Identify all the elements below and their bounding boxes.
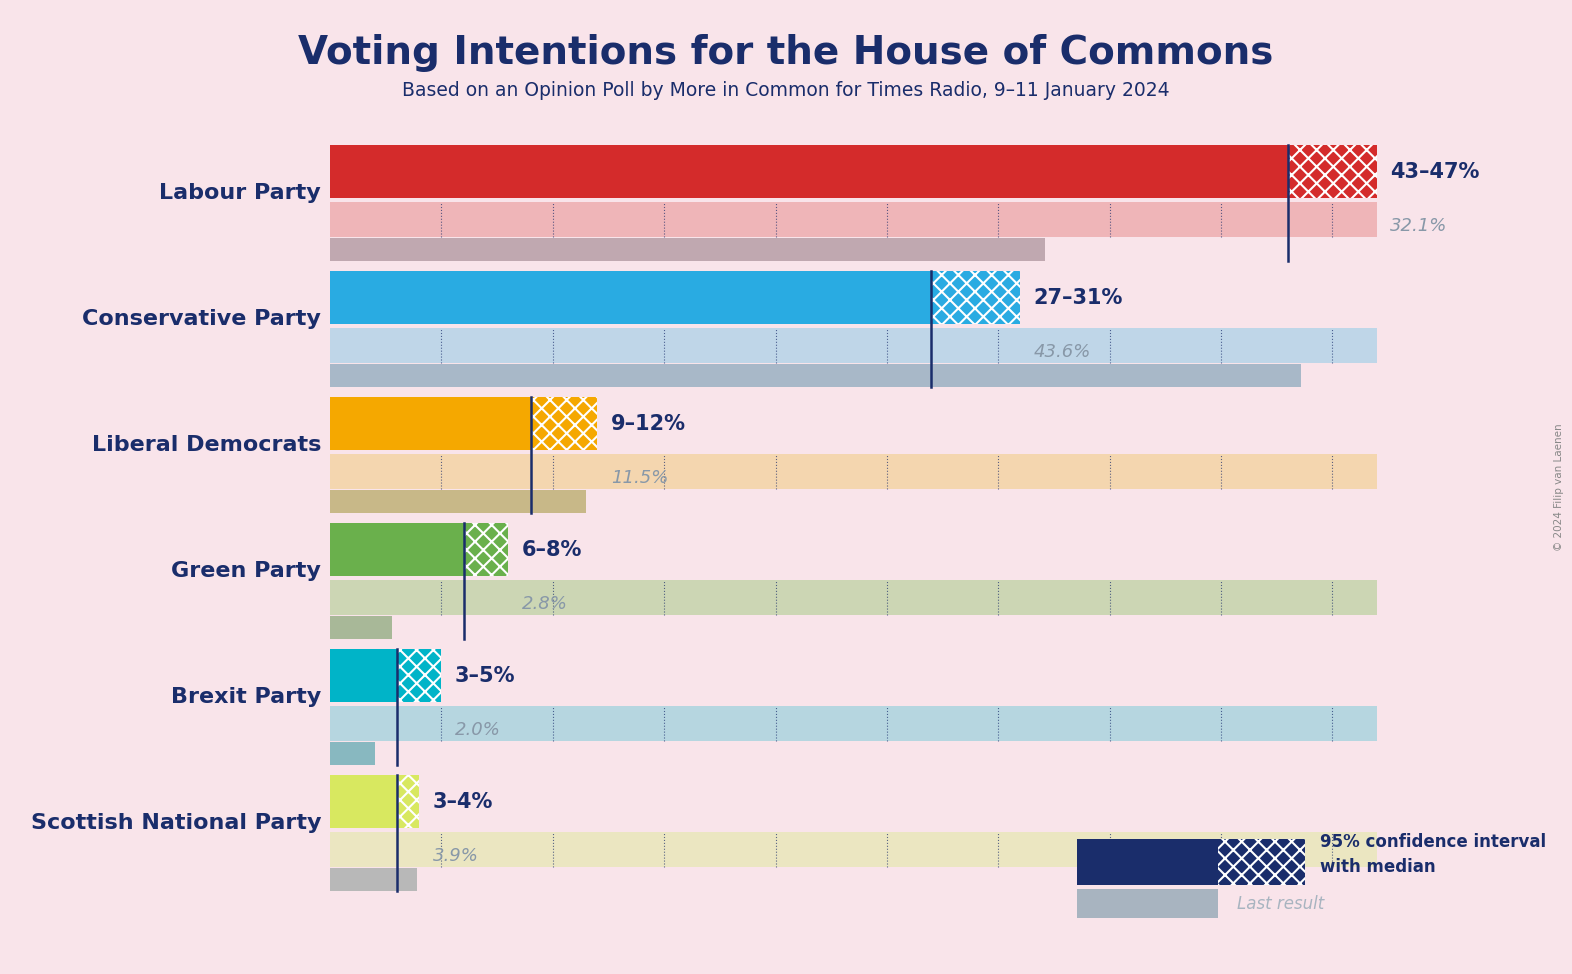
Bar [330, 649, 396, 702]
Text: 95% confidence interval
with median: 95% confidence interval with median [1320, 833, 1547, 876]
Text: Liberal Democrats: Liberal Democrats [91, 435, 321, 455]
Bar [330, 742, 374, 765]
Bar [330, 775, 396, 828]
Text: 3.9%: 3.9% [432, 846, 478, 865]
Bar [330, 145, 1287, 198]
Bar [330, 328, 1377, 363]
Bar [330, 397, 531, 450]
Bar [330, 617, 393, 639]
Bar [330, 202, 1377, 238]
Text: © 2024 Filip van Laenen: © 2024 Filip van Laenen [1555, 423, 1564, 551]
Bar [396, 775, 420, 828]
Text: Conservative Party: Conservative Party [82, 309, 321, 329]
Bar [330, 271, 931, 324]
Bar [330, 490, 586, 513]
Text: Scottish National Party: Scottish National Party [31, 813, 321, 833]
Bar [330, 706, 1377, 741]
Text: Brexit Party: Brexit Party [171, 687, 321, 707]
Bar [330, 454, 1377, 489]
Bar [464, 523, 508, 576]
Bar [330, 868, 417, 891]
Text: 3–4%: 3–4% [432, 792, 494, 811]
Text: Voting Intentions for the House of Commons: Voting Intentions for the House of Commo… [299, 34, 1273, 72]
Text: 27–31%: 27–31% [1034, 287, 1124, 308]
Bar [931, 271, 1020, 324]
Text: 43–47%: 43–47% [1390, 162, 1479, 182]
Bar [330, 580, 1377, 616]
Bar [330, 832, 1377, 867]
Bar [396, 649, 442, 702]
Bar [531, 397, 597, 450]
Text: 2.8%: 2.8% [522, 595, 567, 613]
Bar [330, 523, 464, 576]
Text: Green Party: Green Party [171, 561, 321, 581]
Text: 43.6%: 43.6% [1034, 343, 1091, 360]
Text: Labour Party: Labour Party [159, 183, 321, 204]
Text: 9–12%: 9–12% [610, 414, 685, 433]
Text: 32.1%: 32.1% [1390, 217, 1448, 235]
Text: Last result: Last result [1237, 895, 1325, 913]
Bar [1287, 145, 1377, 198]
Bar [330, 364, 1302, 387]
Text: Based on an Opinion Poll by More in Common for Times Radio, 9–11 January 2024: Based on an Opinion Poll by More in Comm… [402, 81, 1170, 100]
Text: 6–8%: 6–8% [522, 540, 582, 560]
Text: 11.5%: 11.5% [610, 468, 668, 487]
Text: 2.0%: 2.0% [454, 721, 501, 738]
Text: 3–5%: 3–5% [454, 665, 516, 686]
Bar [330, 239, 1045, 261]
